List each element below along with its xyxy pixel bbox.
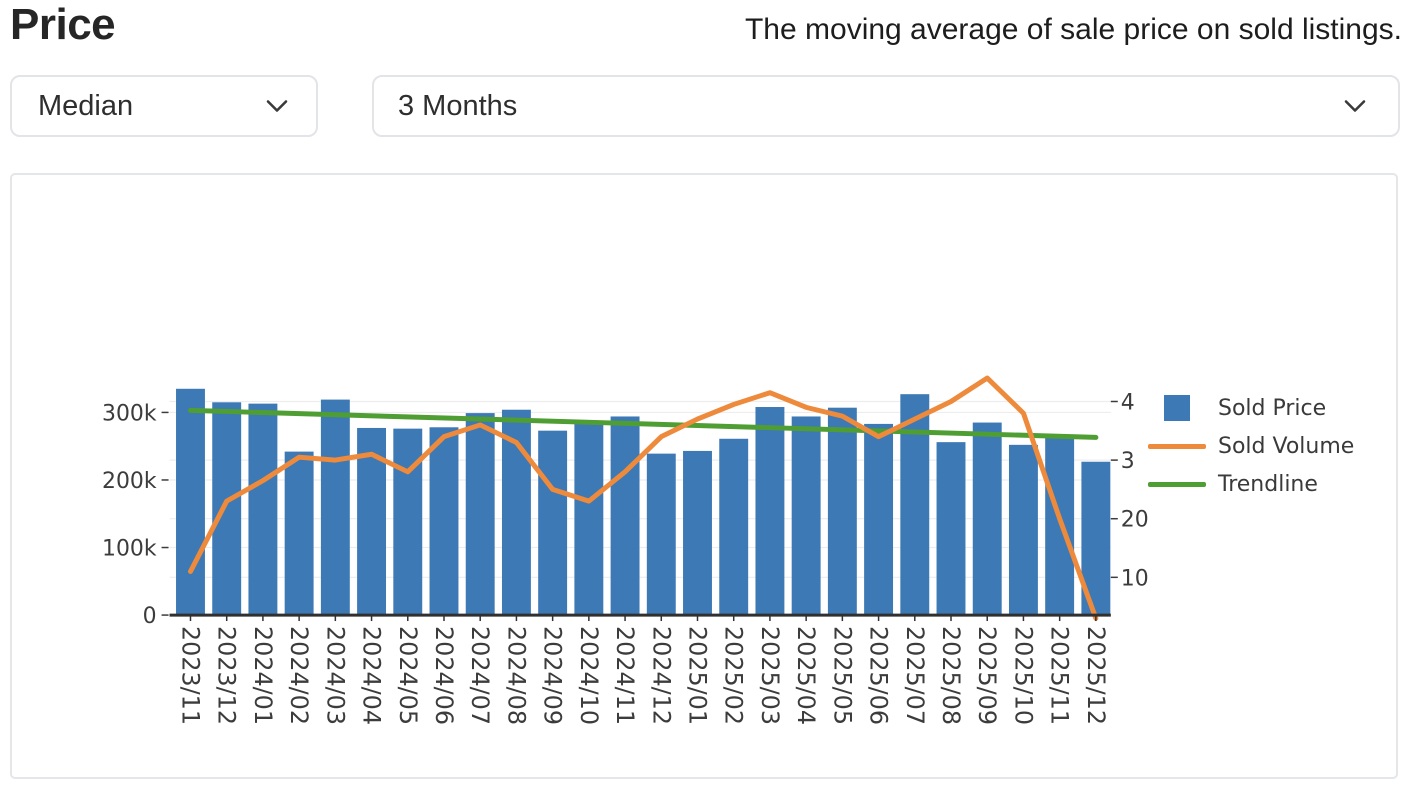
legend-item-sold-price: Sold Price <box>1142 389 1354 427</box>
sold-price-bar <box>827 407 857 616</box>
stat-dropdown[interactable]: Median <box>10 75 318 137</box>
sold-volume-swatch <box>1142 443 1212 449</box>
x-axis-label: 2025/11 <box>1046 626 1074 725</box>
x-axis-label: 2025/07 <box>901 626 929 725</box>
x-axis-label: 2024/08 <box>502 626 530 725</box>
sold-price-bar <box>936 442 966 616</box>
page-subtitle: The moving average of sale price on sold… <box>744 13 1402 46</box>
range-dropdown-value: 3 Months <box>398 89 518 122</box>
blue-square-icon <box>1164 395 1190 421</box>
legend-item-trendline: Trendline <box>1142 465 1354 503</box>
right-axis-label: 10 <box>1121 566 1149 591</box>
sold-price-bar <box>755 407 785 616</box>
x-axis-label: 2025/10 <box>1009 626 1037 725</box>
trendline-swatch <box>1142 481 1212 487</box>
x-axis-label: 2024/10 <box>575 626 603 725</box>
x-axis-label: 2024/01 <box>249 626 277 725</box>
chart-legend: Sold Price Sold Volume Trendline <box>1142 388 1361 504</box>
green-line-icon <box>1148 481 1206 487</box>
x-axis-label: 2025/12 <box>1082 626 1110 725</box>
sold-price-bar <box>1008 444 1038 616</box>
x-axis-label: 2025/09 <box>973 626 1001 725</box>
chevron-down-icon <box>266 100 288 112</box>
sold-price-bar <box>393 428 423 616</box>
sold-price-bar <box>610 416 640 616</box>
orange-line-icon <box>1148 443 1206 449</box>
sold-price-bar <box>719 438 749 616</box>
x-axis-label: 2025/02 <box>720 626 748 725</box>
sold-price-bar <box>320 399 350 616</box>
right-axis-label: 3 <box>1121 449 1135 474</box>
x-axis-label: 2024/12 <box>647 626 675 725</box>
x-axis-label: 2024/02 <box>285 626 313 725</box>
sold-price-bar <box>574 423 604 616</box>
x-axis-label: 2024/06 <box>430 626 458 725</box>
legend-label: Sold Volume <box>1218 433 1355 459</box>
right-axis-label: 20 <box>1121 508 1149 533</box>
x-axis-label: 2024/04 <box>358 626 386 725</box>
sold-price-bar <box>538 430 568 616</box>
right-axis-label: 4 <box>1121 390 1135 415</box>
sold-price-bar <box>429 427 459 616</box>
x-axis-label: 2024/11 <box>611 626 639 725</box>
stat-dropdown-value: Median <box>38 89 134 122</box>
sold-price-swatch <box>1142 395 1212 421</box>
sold-price-bar <box>646 453 676 616</box>
x-axis-label: 2025/01 <box>683 626 711 725</box>
trendline-line <box>187 407 1099 440</box>
chart-panel: 2023/11 2023/12 2024/01 2024/02 2024/03 2024/… <box>10 173 1398 779</box>
left-axis-label: 0 <box>143 604 157 629</box>
sold-price-bar <box>900 394 930 616</box>
sold-price-bar <box>683 450 712 616</box>
left-axis-label: 200k <box>102 469 157 494</box>
price-chart: 2023/11 2023/12 2024/01 2024/02 2024/03 2024/… <box>102 375 1149 725</box>
sold-price-bar <box>176 388 205 616</box>
x-axis-label: 2025/05 <box>828 626 856 725</box>
sold-price-bar <box>864 423 894 616</box>
x-axis-label: 2024/05 <box>394 626 422 725</box>
sold-volume-line <box>187 375 1099 621</box>
sold-price-bar <box>248 403 278 616</box>
page-title: Price <box>10 0 116 49</box>
x-axis-label: 2024/03 <box>321 626 349 725</box>
sold-price-bar <box>284 451 314 616</box>
x-axis-label: 2025/06 <box>865 626 893 725</box>
left-axis-label: 100k <box>102 537 157 562</box>
range-dropdown[interactable]: 3 Months <box>372 75 1400 137</box>
x-axis-label: 2023/12 <box>213 626 241 725</box>
x-axis-label: 2023/11 <box>176 626 204 725</box>
legend-label: Sold Price <box>1218 395 1327 421</box>
x-axis-label: 2025/03 <box>756 626 784 725</box>
sold-price-bar <box>972 422 1002 616</box>
sold-price-bar <box>791 416 821 616</box>
left-axis-label: 300k <box>102 401 157 426</box>
legend-item-sold-volume: Sold Volume <box>1142 427 1354 465</box>
x-axis-label: 2025/04 <box>792 626 820 725</box>
x-axis-label: 2024/07 <box>466 626 494 725</box>
x-axis-label: 2025/08 <box>937 626 965 725</box>
legend-label: Trendline <box>1218 471 1318 497</box>
chevron-down-icon <box>1344 100 1366 112</box>
x-axis-label: 2024/09 <box>539 626 567 725</box>
sold-price-bar <box>212 402 242 616</box>
sold-price-bar <box>465 413 495 616</box>
